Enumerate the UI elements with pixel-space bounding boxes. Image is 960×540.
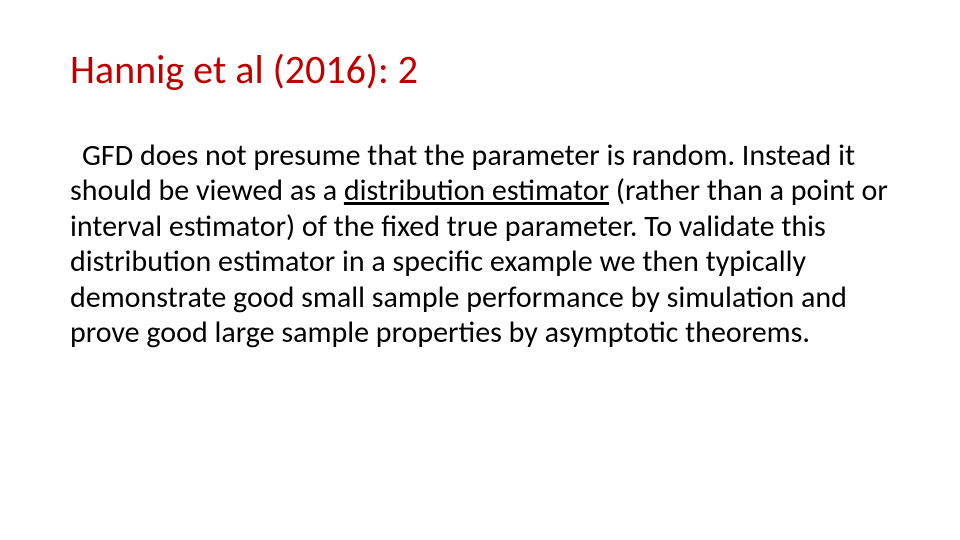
slide-body: GFD does not presume that the parameter … [70, 138, 890, 350]
slide-title: Hannig et al (2016): 2 [70, 48, 890, 92]
body-text-underlined: distribution estimator [344, 172, 609, 209]
slide-container: Hannig et al (2016): 2 GFD does not pres… [0, 0, 960, 540]
